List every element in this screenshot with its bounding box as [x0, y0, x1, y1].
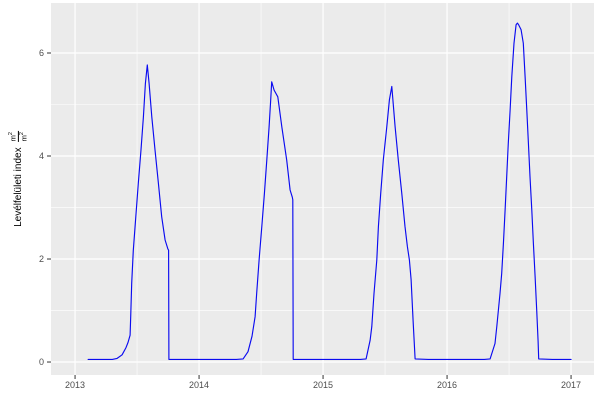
y-tick-label: 6: [38, 47, 44, 58]
x-tick-label: 2014: [189, 380, 210, 390]
x-tick-label: 2016: [437, 380, 458, 390]
y-tick-label: 2: [38, 253, 44, 264]
y-tick-label: 4: [38, 150, 44, 161]
x-tick-label: 2015: [313, 380, 334, 390]
x-tick-label: 2013: [65, 380, 86, 390]
x-tick-label: 2017: [561, 380, 582, 390]
y-tick-label: 0: [38, 356, 44, 367]
